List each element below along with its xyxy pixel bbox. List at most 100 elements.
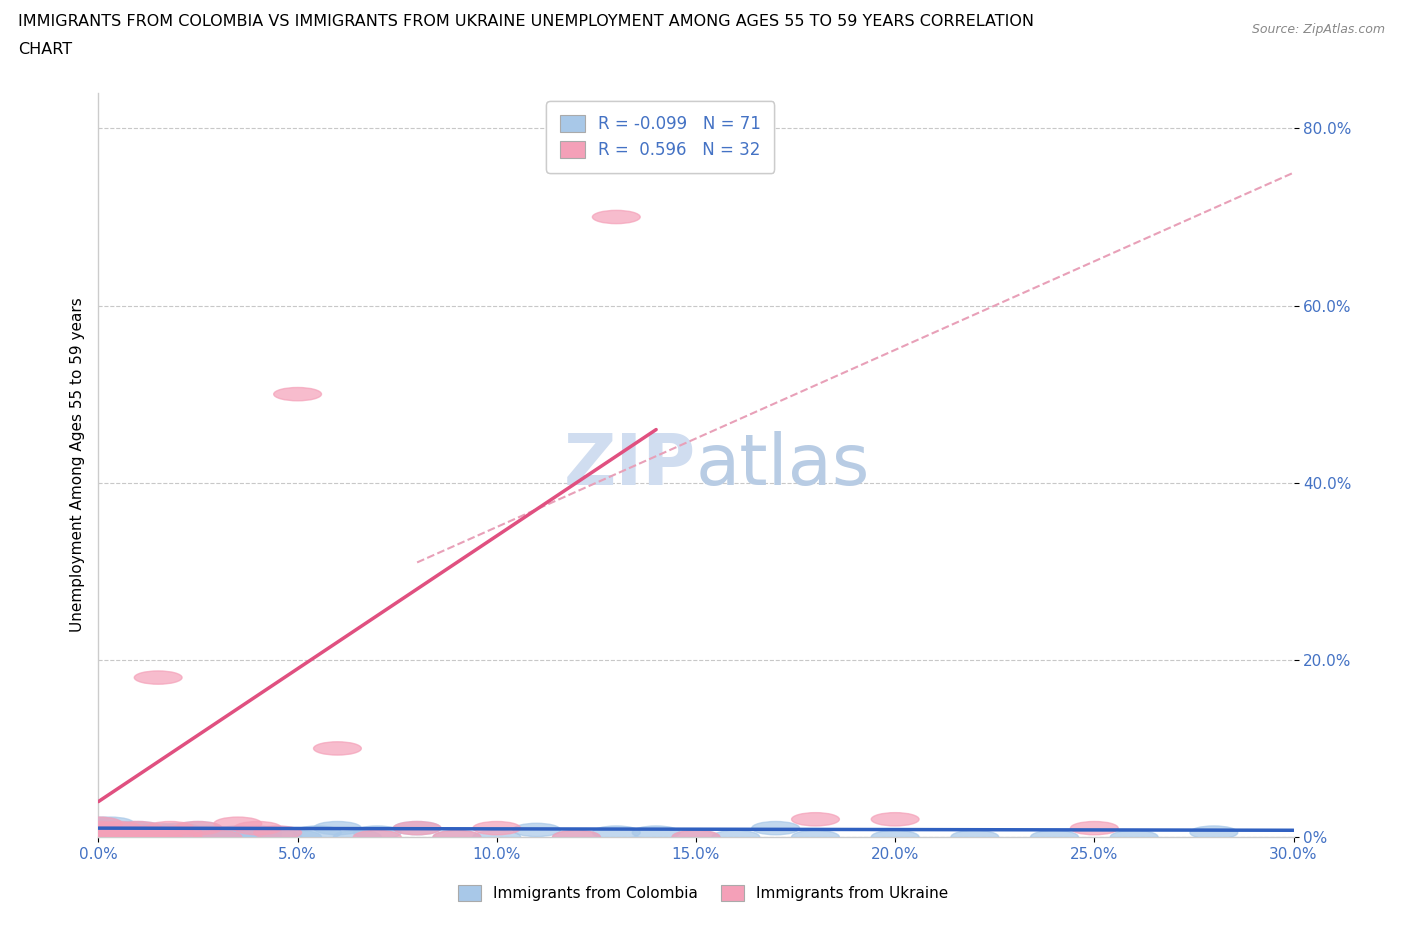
- Ellipse shape: [155, 830, 202, 844]
- Ellipse shape: [872, 813, 920, 826]
- Ellipse shape: [94, 826, 142, 839]
- Ellipse shape: [353, 830, 401, 844]
- Ellipse shape: [194, 830, 242, 844]
- Ellipse shape: [174, 821, 222, 835]
- Ellipse shape: [75, 830, 122, 844]
- Ellipse shape: [233, 821, 281, 835]
- Ellipse shape: [155, 826, 202, 839]
- Ellipse shape: [75, 823, 122, 837]
- Ellipse shape: [122, 826, 170, 839]
- Ellipse shape: [75, 830, 122, 844]
- Ellipse shape: [114, 826, 162, 839]
- Ellipse shape: [1031, 830, 1078, 844]
- Ellipse shape: [792, 813, 839, 826]
- Ellipse shape: [194, 830, 242, 844]
- Legend: R = -0.099   N = 71, R =  0.596   N = 32: R = -0.099 N = 71, R = 0.596 N = 32: [546, 101, 775, 173]
- Ellipse shape: [214, 817, 262, 830]
- Ellipse shape: [186, 826, 233, 839]
- Ellipse shape: [592, 826, 640, 839]
- Ellipse shape: [155, 826, 202, 839]
- Ellipse shape: [135, 823, 183, 837]
- Ellipse shape: [433, 830, 481, 844]
- Ellipse shape: [135, 671, 183, 684]
- Legend: Immigrants from Colombia, Immigrants from Ukraine: Immigrants from Colombia, Immigrants fro…: [446, 872, 960, 913]
- Ellipse shape: [75, 830, 122, 844]
- Ellipse shape: [314, 742, 361, 755]
- Ellipse shape: [138, 830, 186, 844]
- Ellipse shape: [107, 830, 155, 844]
- Ellipse shape: [1070, 821, 1118, 835]
- Ellipse shape: [1111, 830, 1159, 844]
- Ellipse shape: [872, 830, 920, 844]
- Ellipse shape: [111, 830, 159, 844]
- Ellipse shape: [114, 830, 162, 844]
- Text: IMMIGRANTS FROM COLOMBIA VS IMMIGRANTS FROM UKRAINE UNEMPLOYMENT AMONG AGES 55 T: IMMIGRANTS FROM COLOMBIA VS IMMIGRANTS F…: [18, 14, 1035, 29]
- Ellipse shape: [174, 830, 222, 844]
- Ellipse shape: [131, 830, 179, 844]
- Ellipse shape: [75, 817, 122, 830]
- Ellipse shape: [394, 821, 441, 835]
- Ellipse shape: [214, 826, 262, 839]
- Ellipse shape: [135, 830, 183, 844]
- Ellipse shape: [94, 830, 142, 844]
- Ellipse shape: [513, 823, 561, 837]
- Ellipse shape: [107, 830, 155, 844]
- Ellipse shape: [107, 828, 155, 841]
- Ellipse shape: [162, 830, 209, 844]
- Ellipse shape: [146, 821, 194, 835]
- Ellipse shape: [98, 823, 146, 837]
- Ellipse shape: [75, 819, 122, 833]
- Text: atlas: atlas: [696, 431, 870, 499]
- Ellipse shape: [75, 821, 122, 835]
- Ellipse shape: [94, 830, 142, 844]
- Ellipse shape: [107, 821, 155, 835]
- Ellipse shape: [233, 830, 281, 844]
- Ellipse shape: [950, 830, 998, 844]
- Ellipse shape: [170, 826, 218, 839]
- Ellipse shape: [122, 830, 170, 844]
- Ellipse shape: [226, 830, 274, 844]
- Ellipse shape: [75, 821, 122, 835]
- Ellipse shape: [114, 821, 162, 835]
- Ellipse shape: [752, 821, 800, 835]
- Ellipse shape: [94, 823, 142, 837]
- Ellipse shape: [114, 830, 162, 844]
- Ellipse shape: [114, 821, 162, 835]
- Ellipse shape: [122, 826, 170, 839]
- Ellipse shape: [274, 388, 322, 401]
- Ellipse shape: [672, 830, 720, 844]
- Ellipse shape: [254, 830, 302, 844]
- Ellipse shape: [202, 830, 250, 844]
- Ellipse shape: [553, 830, 600, 844]
- Ellipse shape: [472, 821, 520, 835]
- Ellipse shape: [792, 830, 839, 844]
- Text: Source: ZipAtlas.com: Source: ZipAtlas.com: [1251, 23, 1385, 36]
- Ellipse shape: [433, 830, 481, 844]
- Text: CHART: CHART: [18, 42, 72, 57]
- Ellipse shape: [711, 830, 759, 844]
- Ellipse shape: [294, 826, 342, 839]
- Ellipse shape: [394, 821, 441, 835]
- Ellipse shape: [472, 830, 520, 844]
- Ellipse shape: [75, 830, 122, 844]
- Ellipse shape: [633, 826, 681, 839]
- Text: ZIP: ZIP: [564, 431, 696, 499]
- Ellipse shape: [553, 830, 600, 844]
- Ellipse shape: [155, 823, 202, 837]
- Ellipse shape: [75, 817, 122, 830]
- Ellipse shape: [87, 817, 135, 830]
- Ellipse shape: [174, 821, 222, 835]
- Ellipse shape: [194, 830, 242, 844]
- Ellipse shape: [94, 821, 142, 835]
- Ellipse shape: [155, 830, 202, 844]
- Ellipse shape: [353, 826, 401, 839]
- Ellipse shape: [274, 830, 322, 844]
- Ellipse shape: [75, 830, 122, 844]
- Ellipse shape: [672, 830, 720, 844]
- Ellipse shape: [254, 826, 302, 839]
- Ellipse shape: [75, 826, 122, 839]
- Y-axis label: Unemployment Among Ages 55 to 59 years: Unemployment Among Ages 55 to 59 years: [69, 298, 84, 632]
- Ellipse shape: [186, 830, 233, 844]
- Ellipse shape: [233, 826, 281, 839]
- Ellipse shape: [135, 826, 183, 839]
